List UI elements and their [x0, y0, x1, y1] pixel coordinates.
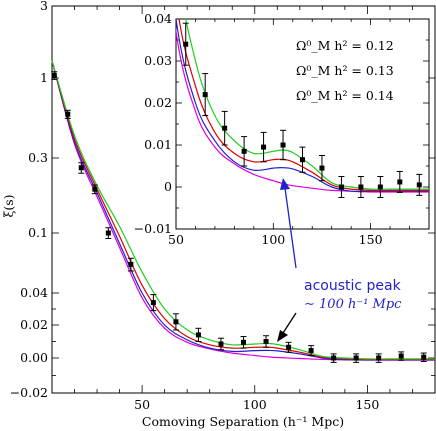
data-point [173, 319, 179, 325]
inset-y-tick-label: 0.02 [144, 95, 172, 110]
inset-data-point [416, 182, 422, 188]
inset-model-curve [185, 19, 429, 190]
inset-axis-ticks: −0.01 0 0.01 0.02 0.03 0.04 50 100 150 [134, 11, 429, 247]
main-series-layer [51, 60, 435, 361]
main-data-points [51, 71, 427, 363]
inset-data-point [183, 41, 189, 47]
data-point [128, 261, 134, 267]
data-point [218, 341, 224, 347]
x-axis-label: Comoving Separation (h⁻¹ Mpc) [142, 414, 344, 429]
inset-plot-frame [175, 18, 430, 230]
inset-data-point [261, 144, 267, 150]
inset-x-tick-label: 50 [168, 232, 184, 247]
legend-entry-014: Ω⁰_M h² = 0.14 [296, 88, 394, 103]
data-point [150, 300, 156, 306]
data-point [308, 348, 314, 354]
inset-data-point [397, 179, 403, 185]
inset-data-point [222, 125, 228, 131]
data-point [331, 355, 337, 361]
inset-legend: Ω⁰_M h² = 0.12 Ω⁰_M h² = 0.13 Ω⁰_M h² = … [296, 38, 394, 103]
y-tick-label: 0.3 [28, 150, 48, 165]
model-curve [51, 60, 435, 360]
main-axis-ticks: −0.02 0.00 0.02 0.04 0.1 0.3 1 3 50 100 150 [10, 0, 435, 412]
inset-x-tick-label: 100 [261, 232, 285, 247]
inset-data-point [202, 92, 208, 98]
inset-y-tick-label: 0 [164, 179, 172, 194]
inset-model-curve [178, 19, 429, 192]
data-point [51, 72, 57, 78]
data-point [65, 111, 71, 117]
data-point [421, 354, 427, 360]
data-point [286, 344, 292, 350]
annotation-arrow-up [284, 187, 297, 269]
inset-data-point [377, 184, 383, 190]
data-point [78, 165, 84, 171]
main-plot-frame [51, 5, 436, 394]
inset-series-layer [176, 19, 429, 193]
data-point [398, 353, 404, 359]
y-tick-label: 0.02 [20, 317, 48, 332]
inset-y-tick-label: 0.03 [144, 53, 172, 68]
annotation-line-2: ∼ 100 h⁻¹ Mpc [304, 297, 402, 312]
x-tick-label: 50 [134, 397, 150, 412]
y-tick-label: −0.02 [10, 385, 48, 400]
acoustic-peak-annotation: acoustic peak ∼ 100 h⁻¹ Mpc [277, 178, 402, 342]
legend-entry-012: Ω⁰_M h² = 0.12 [296, 38, 394, 53]
inset-model-curve [176, 19, 429, 193]
data-point [105, 230, 111, 236]
data-point [241, 339, 246, 345]
inset-data-point [241, 148, 247, 154]
data-point [263, 339, 269, 344]
y-tick-label: 0.1 [28, 225, 48, 240]
inset-y-tick-label: 0.04 [144, 11, 172, 26]
inset-data-point [338, 184, 344, 190]
data-point [195, 332, 201, 338]
y-axis-label: ξ(s) [1, 194, 16, 217]
x-tick-label: 100 [243, 397, 267, 412]
x-tick-label: 150 [355, 397, 379, 412]
y-tick-label: 3 [40, 0, 48, 13]
inset-data-points [182, 22, 423, 198]
annotation-arrow-down [282, 312, 297, 334]
inset-y-tick-label: −0.01 [134, 221, 172, 236]
annotation-line-1: acoustic peak [304, 278, 402, 294]
annotation-arrowhead-down [277, 330, 288, 342]
data-point [353, 355, 359, 361]
inset-model-curve [176, 27, 429, 193]
y-tick-label: 0.04 [20, 285, 48, 300]
data-point [92, 186, 98, 192]
inset-x-tick-label: 150 [359, 232, 383, 247]
data-point [376, 355, 382, 361]
legend-entry-013: Ω⁰_M h² = 0.13 [296, 63, 394, 78]
y-tick-label: 0.00 [20, 350, 48, 365]
y-tick-label: 1 [40, 70, 48, 85]
inset-data-point [319, 165, 325, 171]
inset-data-point [358, 184, 364, 190]
inset-data-point [300, 157, 305, 163]
inset-y-tick-label: 0.01 [144, 137, 172, 152]
annotation-arrowhead-up [280, 178, 290, 190]
inset-data-point [280, 142, 286, 148]
